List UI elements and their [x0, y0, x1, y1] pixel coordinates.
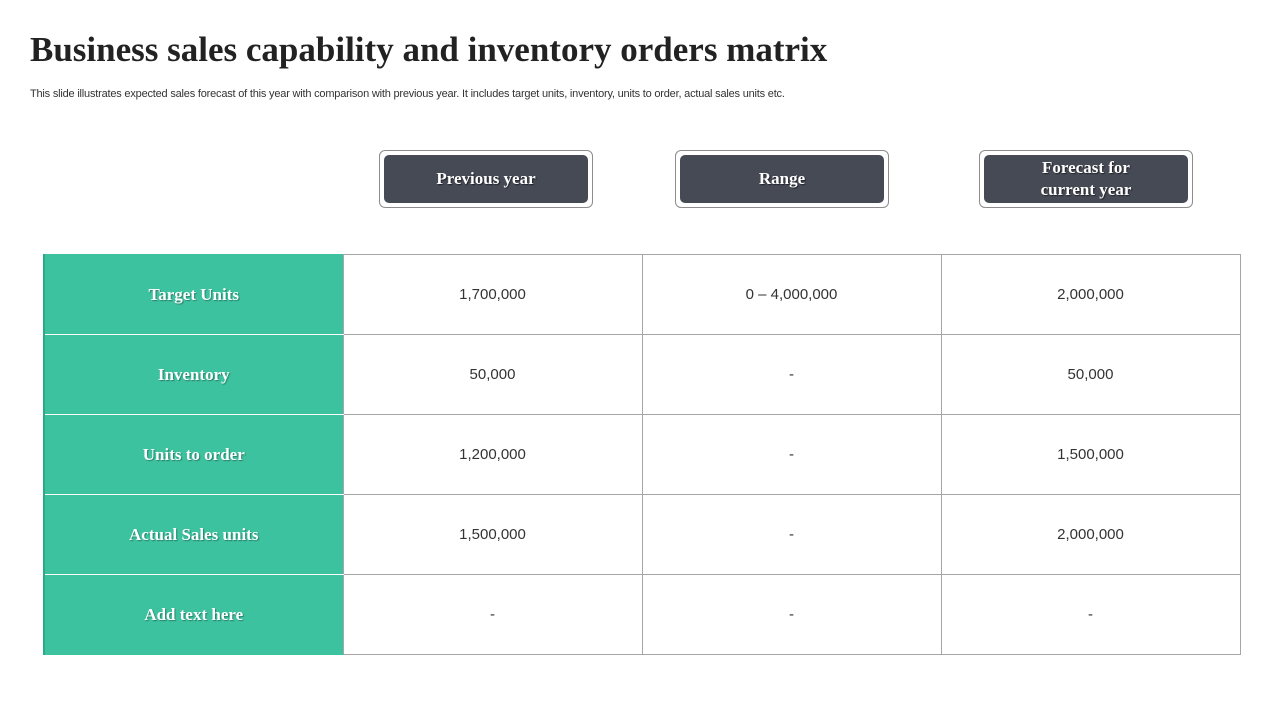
cell-previous-year: 1,200,000 — [342, 414, 643, 495]
inventory-matrix-table: Target Units 1,700,000 0 – 4,000,000 2,0… — [43, 254, 1241, 655]
cell-forecast: 50,000 — [940, 334, 1241, 415]
cell-forecast: 2,000,000 — [940, 254, 1241, 335]
row-label: Add text here — [43, 574, 344, 655]
header-previous-year: Previous year — [379, 150, 593, 208]
table-row: Actual Sales units 1,500,000 - 2,000,000 — [43, 494, 1241, 575]
cell-range: - — [641, 334, 942, 415]
cell-range: - — [641, 574, 942, 655]
table-row: Target Units 1,700,000 0 – 4,000,000 2,0… — [43, 254, 1241, 335]
slide-subtitle: This slide illustrates expected sales fo… — [30, 88, 785, 100]
cell-forecast: - — [940, 574, 1241, 655]
cell-previous-year: - — [342, 574, 643, 655]
header-range-label: Range — [680, 155, 884, 203]
header-previous-year-label: Previous year — [384, 155, 588, 203]
table-row: Add text here - - - — [43, 574, 1241, 655]
cell-forecast: 1,500,000 — [940, 414, 1241, 495]
cell-range: 0 – 4,000,000 — [641, 254, 942, 335]
cell-previous-year: 1,700,000 — [342, 254, 643, 335]
cell-forecast: 2,000,000 — [940, 494, 1241, 575]
row-label: Inventory — [43, 334, 344, 415]
header-range: Range — [675, 150, 889, 208]
row-label: Actual Sales units — [43, 494, 344, 575]
header-forecast: Forecast for current year — [979, 150, 1193, 208]
row-label: Units to order — [43, 414, 344, 495]
table-row: Units to order 1,200,000 - 1,500,000 — [43, 414, 1241, 495]
table-row: Inventory 50,000 - 50,000 — [43, 334, 1241, 415]
cell-range: - — [641, 494, 942, 575]
cell-previous-year: 50,000 — [342, 334, 643, 415]
header-forecast-label: Forecast for current year — [1040, 158, 1132, 199]
cell-previous-year: 1,500,000 — [342, 494, 643, 575]
slide-title: Business sales capability and inventory … — [30, 30, 828, 69]
cell-range: - — [641, 414, 942, 495]
row-label: Target Units — [43, 254, 344, 335]
